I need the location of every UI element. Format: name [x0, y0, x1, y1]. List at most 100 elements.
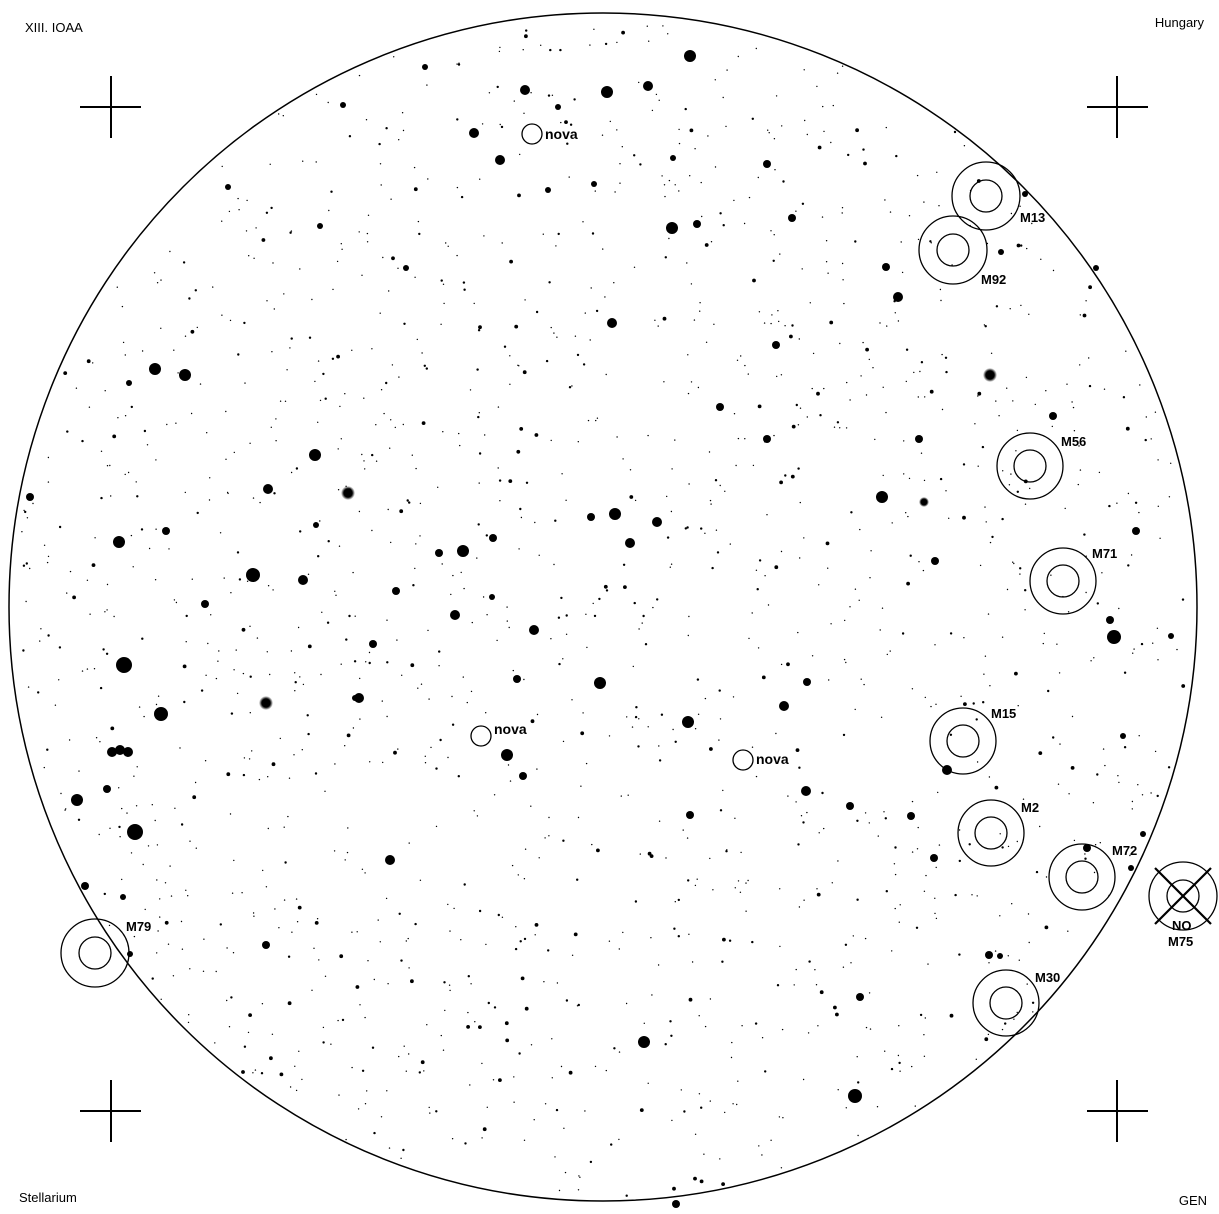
star — [469, 389, 472, 391]
star — [719, 1158, 721, 1160]
star — [919, 370, 921, 373]
star — [100, 496, 103, 500]
star — [243, 1045, 247, 1048]
star — [879, 322, 881, 324]
star — [816, 892, 821, 897]
star — [1083, 844, 1091, 852]
star — [386, 715, 388, 718]
star — [704, 697, 707, 700]
star — [542, 233, 544, 235]
star — [938, 844, 941, 846]
star — [1019, 205, 1021, 207]
star — [484, 434, 486, 436]
star — [112, 434, 117, 439]
star — [453, 907, 455, 910]
star — [791, 324, 794, 327]
star — [427, 178, 429, 180]
star — [919, 1013, 923, 1017]
star — [43, 766, 45, 769]
star — [127, 951, 133, 957]
star — [1007, 845, 1010, 848]
star — [639, 853, 641, 855]
footer-right-label: GEN — [1178, 1193, 1207, 1208]
star — [344, 859, 346, 861]
star — [371, 529, 373, 532]
star — [836, 421, 840, 424]
star — [839, 427, 841, 429]
star — [584, 1110, 586, 1112]
star — [534, 433, 539, 437]
star — [595, 419, 597, 422]
star — [595, 309, 599, 313]
star — [21, 531, 23, 533]
star — [876, 1106, 879, 1108]
star — [870, 550, 872, 552]
star — [565, 633, 568, 635]
star — [497, 406, 500, 408]
star — [78, 770, 80, 772]
star — [868, 992, 871, 994]
star — [473, 302, 475, 305]
star — [248, 758, 251, 760]
star — [180, 823, 184, 826]
star — [573, 98, 576, 101]
star — [1082, 313, 1087, 318]
star — [130, 852, 133, 854]
star — [894, 873, 897, 876]
star — [517, 193, 521, 198]
star — [735, 464, 737, 467]
star — [524, 299, 526, 301]
star — [940, 299, 942, 302]
star — [267, 776, 269, 778]
star — [589, 44, 591, 46]
star — [136, 766, 138, 768]
star — [894, 846, 897, 849]
star — [337, 448, 339, 450]
star — [524, 34, 528, 39]
star — [835, 1012, 839, 1017]
star — [405, 1070, 407, 1072]
star — [498, 50, 501, 53]
star — [832, 104, 834, 107]
star — [385, 855, 395, 865]
star — [781, 125, 783, 127]
star — [1093, 871, 1096, 874]
star — [1145, 416, 1148, 418]
star — [1079, 314, 1082, 316]
star — [89, 613, 91, 615]
star — [241, 627, 246, 632]
star — [638, 628, 640, 630]
star — [141, 637, 144, 640]
star — [1108, 504, 1111, 508]
star — [371, 1046, 375, 1049]
star — [658, 745, 660, 747]
star — [403, 1045, 405, 1047]
star — [463, 288, 466, 291]
nova-label: nova — [756, 751, 789, 767]
star — [856, 819, 859, 822]
star — [324, 975, 327, 977]
star — [486, 1106, 488, 1109]
star — [380, 389, 383, 391]
star — [885, 411, 887, 414]
star — [571, 385, 573, 387]
star — [569, 123, 573, 126]
star — [534, 923, 539, 927]
star — [817, 145, 822, 150]
star — [607, 318, 617, 328]
star — [99, 686, 103, 690]
star — [920, 361, 924, 364]
star — [467, 1011, 469, 1014]
star — [143, 429, 147, 433]
star — [290, 650, 293, 652]
star — [309, 449, 321, 461]
star — [113, 615, 115, 618]
star — [668, 179, 671, 182]
star — [478, 909, 482, 913]
star — [960, 695, 962, 697]
star — [666, 536, 670, 539]
star — [324, 397, 327, 400]
star — [365, 119, 368, 121]
star — [842, 279, 844, 281]
star — [1067, 930, 1069, 932]
